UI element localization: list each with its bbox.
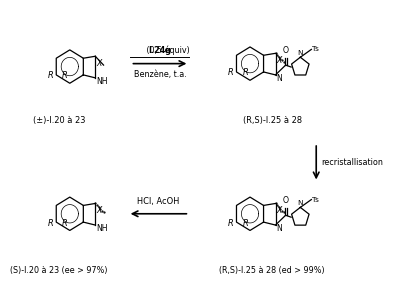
Text: R: R [62, 218, 68, 227]
Text: R: R [62, 71, 68, 80]
Text: recristallisation: recristallisation [321, 158, 383, 167]
Text: R: R [242, 218, 248, 227]
Text: X: X [96, 59, 101, 68]
Text: R: R [48, 72, 54, 80]
Text: O: O [282, 46, 289, 55]
Text: R: R [228, 219, 234, 228]
Text: N: N [277, 74, 282, 83]
Text: (±)-I.20 à 23: (±)-I.20 à 23 [32, 116, 85, 125]
Text: X: X [277, 56, 282, 65]
Text: I.24g: I.24g [149, 46, 171, 55]
Text: O: O [282, 196, 289, 205]
Text: (S)-I.20 à 23 (ee > 97%): (S)-I.20 à 23 (ee > 97%) [10, 266, 108, 275]
Text: N: N [297, 201, 303, 207]
Text: (R,S)-I.25 à 28: (R,S)-I.25 à 28 [243, 116, 302, 125]
Text: N: N [297, 50, 303, 56]
Text: HCl, AcOH: HCl, AcOH [137, 197, 179, 206]
Text: Ts: Ts [312, 197, 319, 203]
Text: R: R [228, 69, 234, 77]
Text: Ts: Ts [312, 46, 319, 52]
Text: NH: NH [96, 77, 108, 86]
Text: (R,S)-I.25 à 28 (ed > 99%): (R,S)-I.25 à 28 (ed > 99%) [219, 266, 325, 275]
Text: X: X [277, 207, 282, 215]
Text: N: N [277, 224, 282, 233]
Text: X: X [96, 207, 101, 215]
Text: NH: NH [96, 224, 108, 233]
Text: Benzène, t.a.: Benzène, t.a. [134, 69, 186, 78]
Text: (0,5 équiv): (0,5 équiv) [144, 45, 190, 55]
Text: R: R [48, 219, 54, 228]
Text: R: R [242, 68, 248, 77]
